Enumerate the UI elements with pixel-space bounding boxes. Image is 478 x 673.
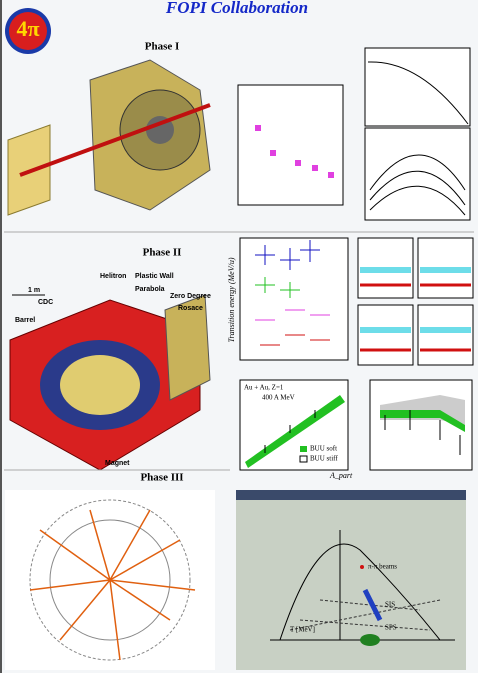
- plot-grids: [357, 237, 474, 366]
- legend: Au + Au, Z=1: [244, 384, 284, 392]
- axis-label: A_part: [329, 471, 353, 480]
- legend: BUU soft: [310, 445, 337, 453]
- phase-diagram: [236, 490, 466, 670]
- part-label: Plastic Wall: [135, 273, 174, 280]
- plot-curve: [364, 47, 471, 221]
- phase-label: Phase I: [145, 41, 180, 53]
- svg-text:4π: 4π: [16, 16, 39, 41]
- legend: BUU stiff: [310, 455, 338, 463]
- title: FOPI Collaboration: [165, 0, 308, 17]
- plot-flow: [237, 84, 344, 206]
- scale-label: 1 m: [28, 287, 40, 294]
- annotation: SPS: [385, 624, 397, 632]
- detector-phase1: [7, 59, 211, 216]
- legend: 400 A MeV: [262, 394, 295, 402]
- phase-label: Phase III: [140, 472, 183, 484]
- part-label: Rosace: [178, 305, 203, 312]
- annotation: SIS: [385, 601, 395, 609]
- detector-phase2: [9, 294, 211, 471]
- part-label: Zero Degree: [170, 293, 211, 300]
- event-display: [5, 490, 215, 670]
- plot-excitation-2: [369, 379, 473, 471]
- plot-transition: [239, 237, 349, 361]
- part-label: CDC: [38, 299, 53, 306]
- part-label: Magnet: [105, 460, 130, 467]
- part-label: Parabola: [135, 286, 165, 293]
- phase-label: Phase II: [143, 247, 182, 259]
- axis-label: Transition energy (MeV/u): [227, 257, 236, 342]
- axis-label: T [MeV]: [290, 626, 315, 634]
- annotation: π-π beams: [368, 563, 397, 571]
- plot-excitation: [239, 379, 349, 471]
- logo: 4π: [5, 8, 51, 54]
- part-label: Helitron: [100, 273, 126, 280]
- part-label: Barrel: [15, 317, 35, 324]
